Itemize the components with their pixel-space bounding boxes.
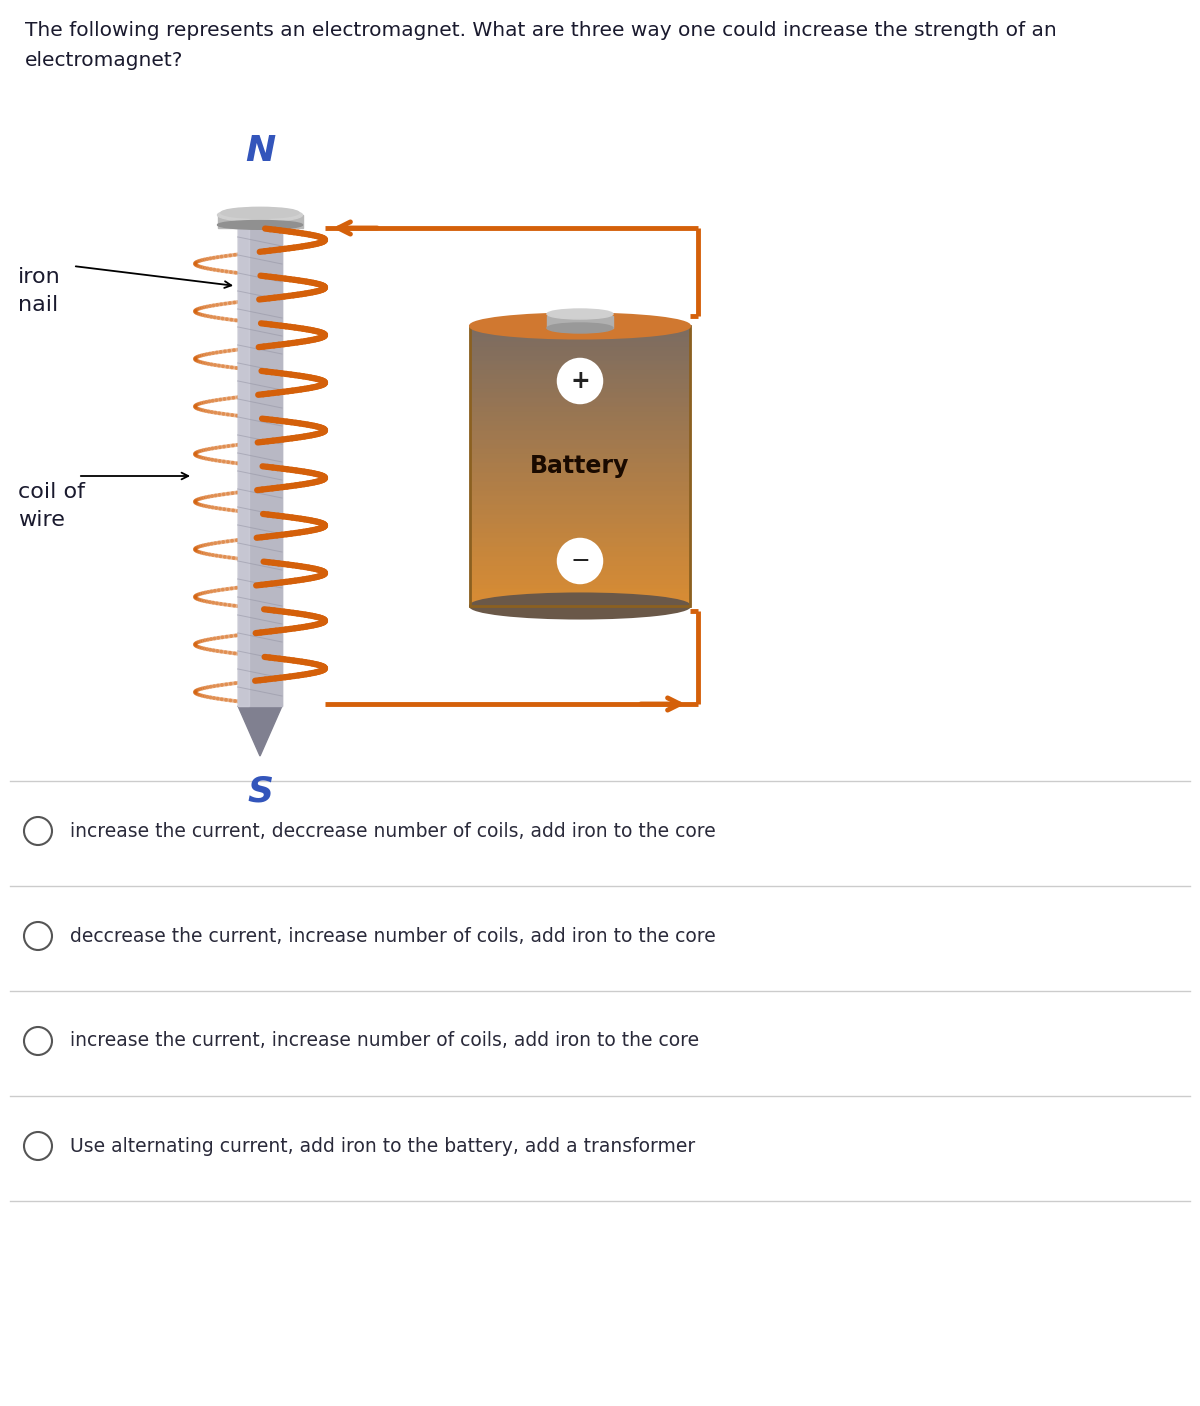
Bar bbox=[470, 494, 690, 499]
Bar bbox=[470, 574, 690, 578]
Bar bbox=[470, 396, 690, 401]
Text: coil of
wire: coil of wire bbox=[18, 482, 85, 530]
Bar bbox=[470, 560, 690, 564]
Bar bbox=[470, 513, 690, 517]
Text: N: N bbox=[245, 134, 275, 167]
Bar bbox=[470, 368, 690, 373]
Bar bbox=[470, 425, 690, 429]
Text: increase the current, increase number of coils, add iron to the core: increase the current, increase number of… bbox=[70, 1032, 700, 1050]
Bar bbox=[470, 564, 690, 568]
Bar bbox=[470, 592, 690, 596]
Bar bbox=[470, 465, 690, 471]
Bar bbox=[470, 443, 690, 447]
Bar bbox=[470, 517, 690, 522]
Bar bbox=[470, 475, 690, 479]
Text: Battery: Battery bbox=[530, 454, 630, 478]
Bar bbox=[238, 226, 250, 706]
Bar bbox=[238, 226, 282, 706]
Bar bbox=[470, 439, 690, 443]
Text: iron
nail: iron nail bbox=[18, 267, 61, 315]
Bar bbox=[470, 326, 690, 330]
Circle shape bbox=[558, 359, 602, 404]
Bar bbox=[470, 588, 690, 592]
Bar bbox=[470, 479, 690, 485]
Bar bbox=[470, 461, 690, 465]
Bar bbox=[470, 419, 690, 425]
Polygon shape bbox=[238, 706, 282, 756]
Ellipse shape bbox=[217, 221, 302, 229]
Bar bbox=[470, 489, 690, 494]
Bar bbox=[470, 344, 690, 349]
Bar bbox=[217, 215, 302, 228]
Ellipse shape bbox=[547, 323, 613, 333]
Bar bbox=[547, 316, 613, 328]
Bar bbox=[470, 359, 690, 363]
Text: deccrease the current, increase number of coils, add iron to the core: deccrease the current, increase number o… bbox=[70, 927, 715, 945]
Text: increase the current, deccrease number of coils, add iron to the core: increase the current, deccrease number o… bbox=[70, 821, 715, 841]
Bar bbox=[470, 340, 690, 344]
Bar bbox=[470, 503, 690, 508]
Bar bbox=[470, 596, 690, 602]
Bar bbox=[470, 554, 690, 560]
Bar bbox=[470, 363, 690, 368]
Bar bbox=[470, 602, 690, 606]
Bar bbox=[470, 330, 690, 336]
Bar bbox=[470, 415, 690, 419]
Bar bbox=[470, 405, 690, 411]
Bar bbox=[470, 349, 690, 354]
Bar bbox=[238, 226, 282, 706]
Bar bbox=[470, 536, 690, 541]
Bar bbox=[470, 541, 690, 546]
Bar bbox=[470, 401, 690, 405]
Bar bbox=[238, 226, 250, 706]
Bar bbox=[470, 499, 690, 503]
Ellipse shape bbox=[470, 593, 690, 619]
Bar bbox=[470, 336, 690, 340]
Bar bbox=[470, 451, 690, 457]
Text: −: − bbox=[570, 548, 590, 574]
Bar bbox=[470, 471, 690, 475]
Bar bbox=[470, 550, 690, 554]
Bar bbox=[470, 391, 690, 396]
Ellipse shape bbox=[547, 309, 613, 319]
Ellipse shape bbox=[221, 207, 299, 218]
Bar bbox=[470, 373, 690, 377]
Bar bbox=[470, 522, 690, 527]
Bar bbox=[470, 485, 690, 489]
Text: +: + bbox=[570, 368, 590, 394]
Ellipse shape bbox=[470, 314, 690, 339]
Bar bbox=[470, 578, 690, 582]
Circle shape bbox=[558, 538, 602, 583]
Bar bbox=[470, 429, 690, 433]
Ellipse shape bbox=[217, 208, 302, 222]
Bar bbox=[470, 433, 690, 439]
Bar bbox=[470, 377, 690, 382]
Bar bbox=[470, 382, 690, 387]
Bar bbox=[470, 447, 690, 451]
Bar bbox=[470, 527, 690, 531]
Bar bbox=[470, 457, 690, 461]
Bar bbox=[470, 411, 690, 415]
Bar bbox=[470, 546, 690, 550]
Text: The following represents an electromagnet. What are three way one could increase: The following represents an electromagne… bbox=[25, 21, 1057, 69]
Text: Use alternating current, add iron to the battery, add a transformer: Use alternating current, add iron to the… bbox=[70, 1136, 695, 1156]
Bar bbox=[470, 568, 690, 574]
Bar bbox=[470, 531, 690, 536]
Bar bbox=[470, 326, 690, 606]
Text: S: S bbox=[247, 773, 274, 808]
Bar bbox=[470, 354, 690, 359]
Bar bbox=[470, 508, 690, 513]
Bar bbox=[470, 387, 690, 391]
Bar bbox=[470, 582, 690, 588]
